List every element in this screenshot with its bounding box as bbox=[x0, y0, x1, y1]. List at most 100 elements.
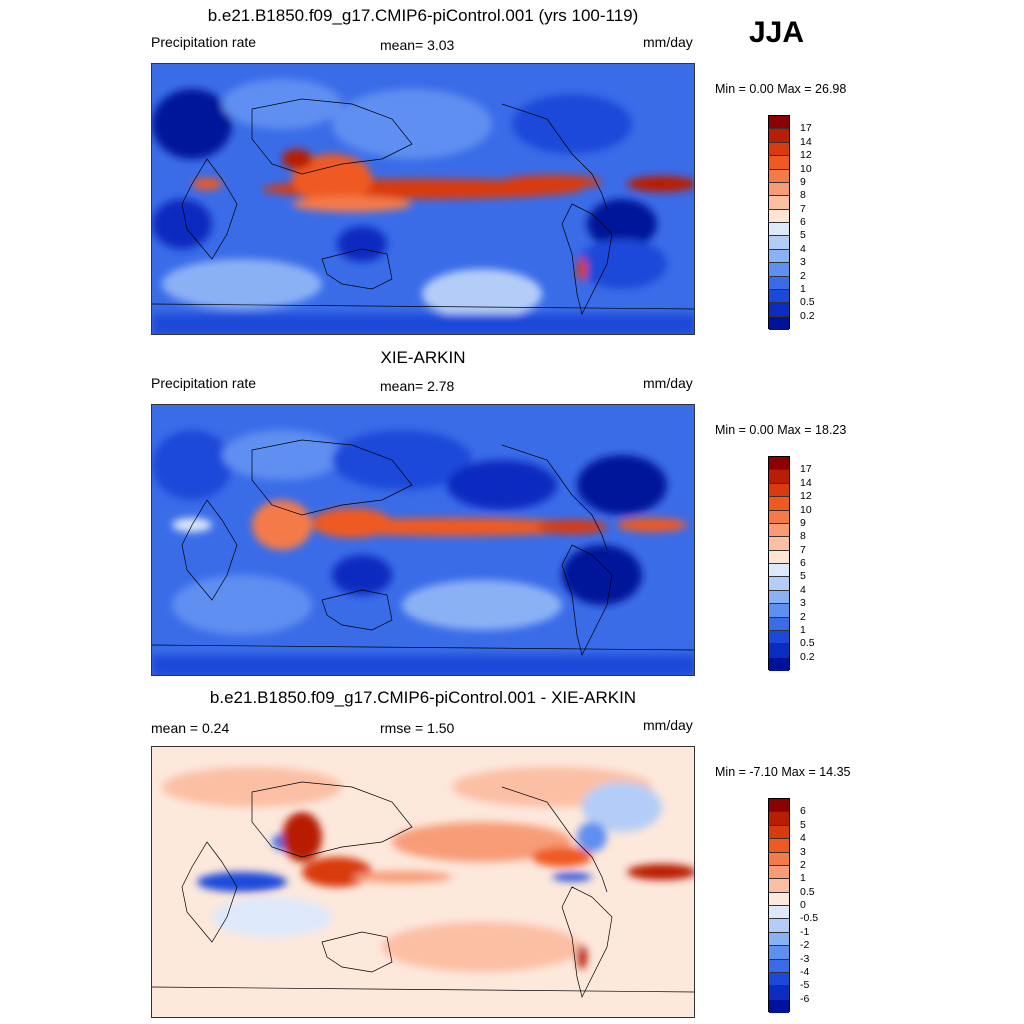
colorbar-tick-label: -3 bbox=[800, 952, 810, 965]
colorbar-tick-label: 6 bbox=[800, 805, 806, 818]
colorbar-tick-label: 12 bbox=[800, 489, 812, 502]
panel-1-minmax: Min = 0.00 Max = 26.98 bbox=[715, 82, 847, 96]
colorbar-swatch bbox=[769, 223, 789, 237]
colorbar-swatch bbox=[769, 825, 789, 840]
colorbar-tick-label: 7 bbox=[800, 202, 806, 215]
colorbar-tick-label: 2 bbox=[800, 858, 806, 871]
colorbar-swatch bbox=[769, 999, 789, 1013]
colorbar-swatch bbox=[769, 892, 789, 906]
colorbar-tick-label: -4 bbox=[800, 965, 810, 978]
colorbar-swatch bbox=[769, 959, 789, 973]
colorbar-tick-label: 8 bbox=[800, 530, 806, 542]
colorbar-tick-label: -5 bbox=[800, 979, 810, 991]
colorbar-tick-label: 0.2 bbox=[800, 650, 815, 663]
colorbar-tick-label: 6 bbox=[800, 556, 806, 569]
colorbar-swatch bbox=[769, 577, 789, 591]
colorbar-tick-label: 3 bbox=[800, 596, 806, 609]
colorbar-swatch bbox=[769, 617, 789, 631]
colorbar-tick-label: -1 bbox=[800, 925, 810, 938]
colorbar-swatch bbox=[769, 946, 789, 960]
panel-1-title: b.e21.B1850.f09_g17.CMIP6-piControl.001 … bbox=[207, 6, 639, 25]
colorbar-swatch bbox=[769, 839, 789, 853]
colorbar-swatch bbox=[769, 142, 789, 157]
panel-1-mean-label: mean= 3.03 bbox=[380, 37, 455, 53]
colorbar-swatch bbox=[769, 852, 789, 866]
panel-1-map bbox=[151, 63, 695, 335]
colorbar-tick-label: 5 bbox=[800, 229, 806, 242]
colorbar-swatch bbox=[769, 263, 789, 277]
colorbar-swatch bbox=[769, 497, 789, 511]
colorbar-swatch bbox=[769, 550, 789, 564]
colorbar-swatch bbox=[769, 523, 789, 538]
colorbar-swatch bbox=[769, 236, 789, 250]
colorbar-tick-label: 2 bbox=[800, 269, 806, 282]
colorbar-tick-label: -0.5 bbox=[800, 912, 819, 925]
colorbar-tick-label: 1 bbox=[800, 623, 806, 636]
colorbar-tick-label: -2 bbox=[800, 938, 810, 951]
colorbar-tick-label: 14 bbox=[800, 135, 812, 148]
panel-3-minmax: Min = -7.10 Max = 14.35 bbox=[715, 765, 851, 779]
panel-2-colorbar bbox=[768, 456, 790, 671]
panel-1-variable-label: Precipitation rate bbox=[151, 34, 257, 50]
panel-3-rmse-label: rmse = 1.50 bbox=[380, 720, 455, 736]
colorbar-swatch bbox=[769, 316, 789, 330]
colorbar-swatch bbox=[769, 116, 789, 130]
panel-3-mean-label: mean = 0.24 bbox=[151, 720, 230, 736]
colorbar-swatch bbox=[769, 630, 789, 645]
colorbar-tick-label: 3 bbox=[800, 255, 806, 268]
colorbar-swatch bbox=[769, 906, 789, 920]
colorbar-tick-label: 17 bbox=[800, 122, 812, 135]
colorbar-swatch bbox=[769, 986, 789, 1000]
colorbar-tick-label: 10 bbox=[800, 503, 812, 516]
colorbar-swatch bbox=[769, 276, 789, 290]
colorbar-tick-label: 2 bbox=[800, 610, 806, 623]
colorbar-tick-label: 12 bbox=[800, 148, 812, 161]
colorbar-swatch bbox=[769, 303, 789, 317]
colorbar-tick-label: 4 bbox=[800, 831, 806, 844]
colorbar-swatch bbox=[769, 483, 789, 498]
colorbar-tick-label: 0.5 bbox=[800, 885, 815, 898]
colorbar-tick-label: 4 bbox=[800, 583, 806, 596]
panel-3-units-label: mm/day bbox=[643, 717, 693, 733]
panel-2-title: XIE-ARKIN bbox=[380, 348, 466, 367]
colorbar-tick-label: 3 bbox=[800, 845, 806, 858]
colorbar-swatch bbox=[769, 289, 789, 304]
colorbar-swatch bbox=[769, 919, 789, 933]
colorbar-tick-label: 0.5 bbox=[800, 296, 815, 308]
colorbar-swatch bbox=[769, 644, 789, 658]
colorbar-swatch bbox=[769, 169, 789, 183]
panel-1-colorbar bbox=[768, 115, 790, 330]
colorbar-tick-label: 1 bbox=[800, 282, 806, 295]
colorbar-swatch bbox=[769, 182, 789, 197]
colorbar-tick-label: 17 bbox=[800, 463, 812, 476]
panel-2-map bbox=[151, 404, 695, 676]
colorbar-swatch bbox=[769, 537, 789, 551]
colorbar-swatch bbox=[769, 249, 789, 264]
panel-3-colorbar bbox=[768, 798, 790, 1013]
colorbar-swatch bbox=[769, 156, 789, 170]
panel-3-title: b.e21.B1850.f09_g17.CMIP6-piControl.001 … bbox=[209, 688, 637, 707]
colorbar-tick-label: 5 bbox=[800, 570, 806, 583]
colorbar-tick-label: 0.2 bbox=[800, 309, 815, 322]
panel-2-units-label: mm/day bbox=[643, 375, 693, 391]
colorbar-swatch bbox=[769, 657, 789, 671]
panel-2-mean-label: mean= 2.78 bbox=[380, 378, 455, 394]
colorbar-swatch bbox=[769, 457, 789, 471]
panel-3-map bbox=[151, 746, 695, 1018]
colorbar-swatch bbox=[769, 799, 789, 813]
colorbar-swatch bbox=[769, 510, 789, 524]
colorbar-swatch bbox=[769, 879, 789, 893]
colorbar-tick-label: -6 bbox=[800, 992, 810, 1005]
colorbar-tick-label: 1 bbox=[800, 872, 806, 884]
colorbar-swatch bbox=[769, 564, 789, 578]
colorbar-swatch bbox=[769, 972, 789, 987]
season-label: JJA bbox=[749, 16, 805, 49]
colorbar-swatch bbox=[769, 932, 789, 947]
colorbar-tick-label: 9 bbox=[800, 516, 806, 529]
colorbar-swatch bbox=[769, 470, 789, 484]
colorbar-tick-label: 7 bbox=[800, 543, 806, 556]
colorbar-tick-label: 10 bbox=[800, 162, 812, 175]
colorbar-swatch bbox=[769, 604, 789, 618]
colorbar-swatch bbox=[769, 590, 789, 605]
colorbar-tick-label: 9 bbox=[800, 175, 806, 188]
